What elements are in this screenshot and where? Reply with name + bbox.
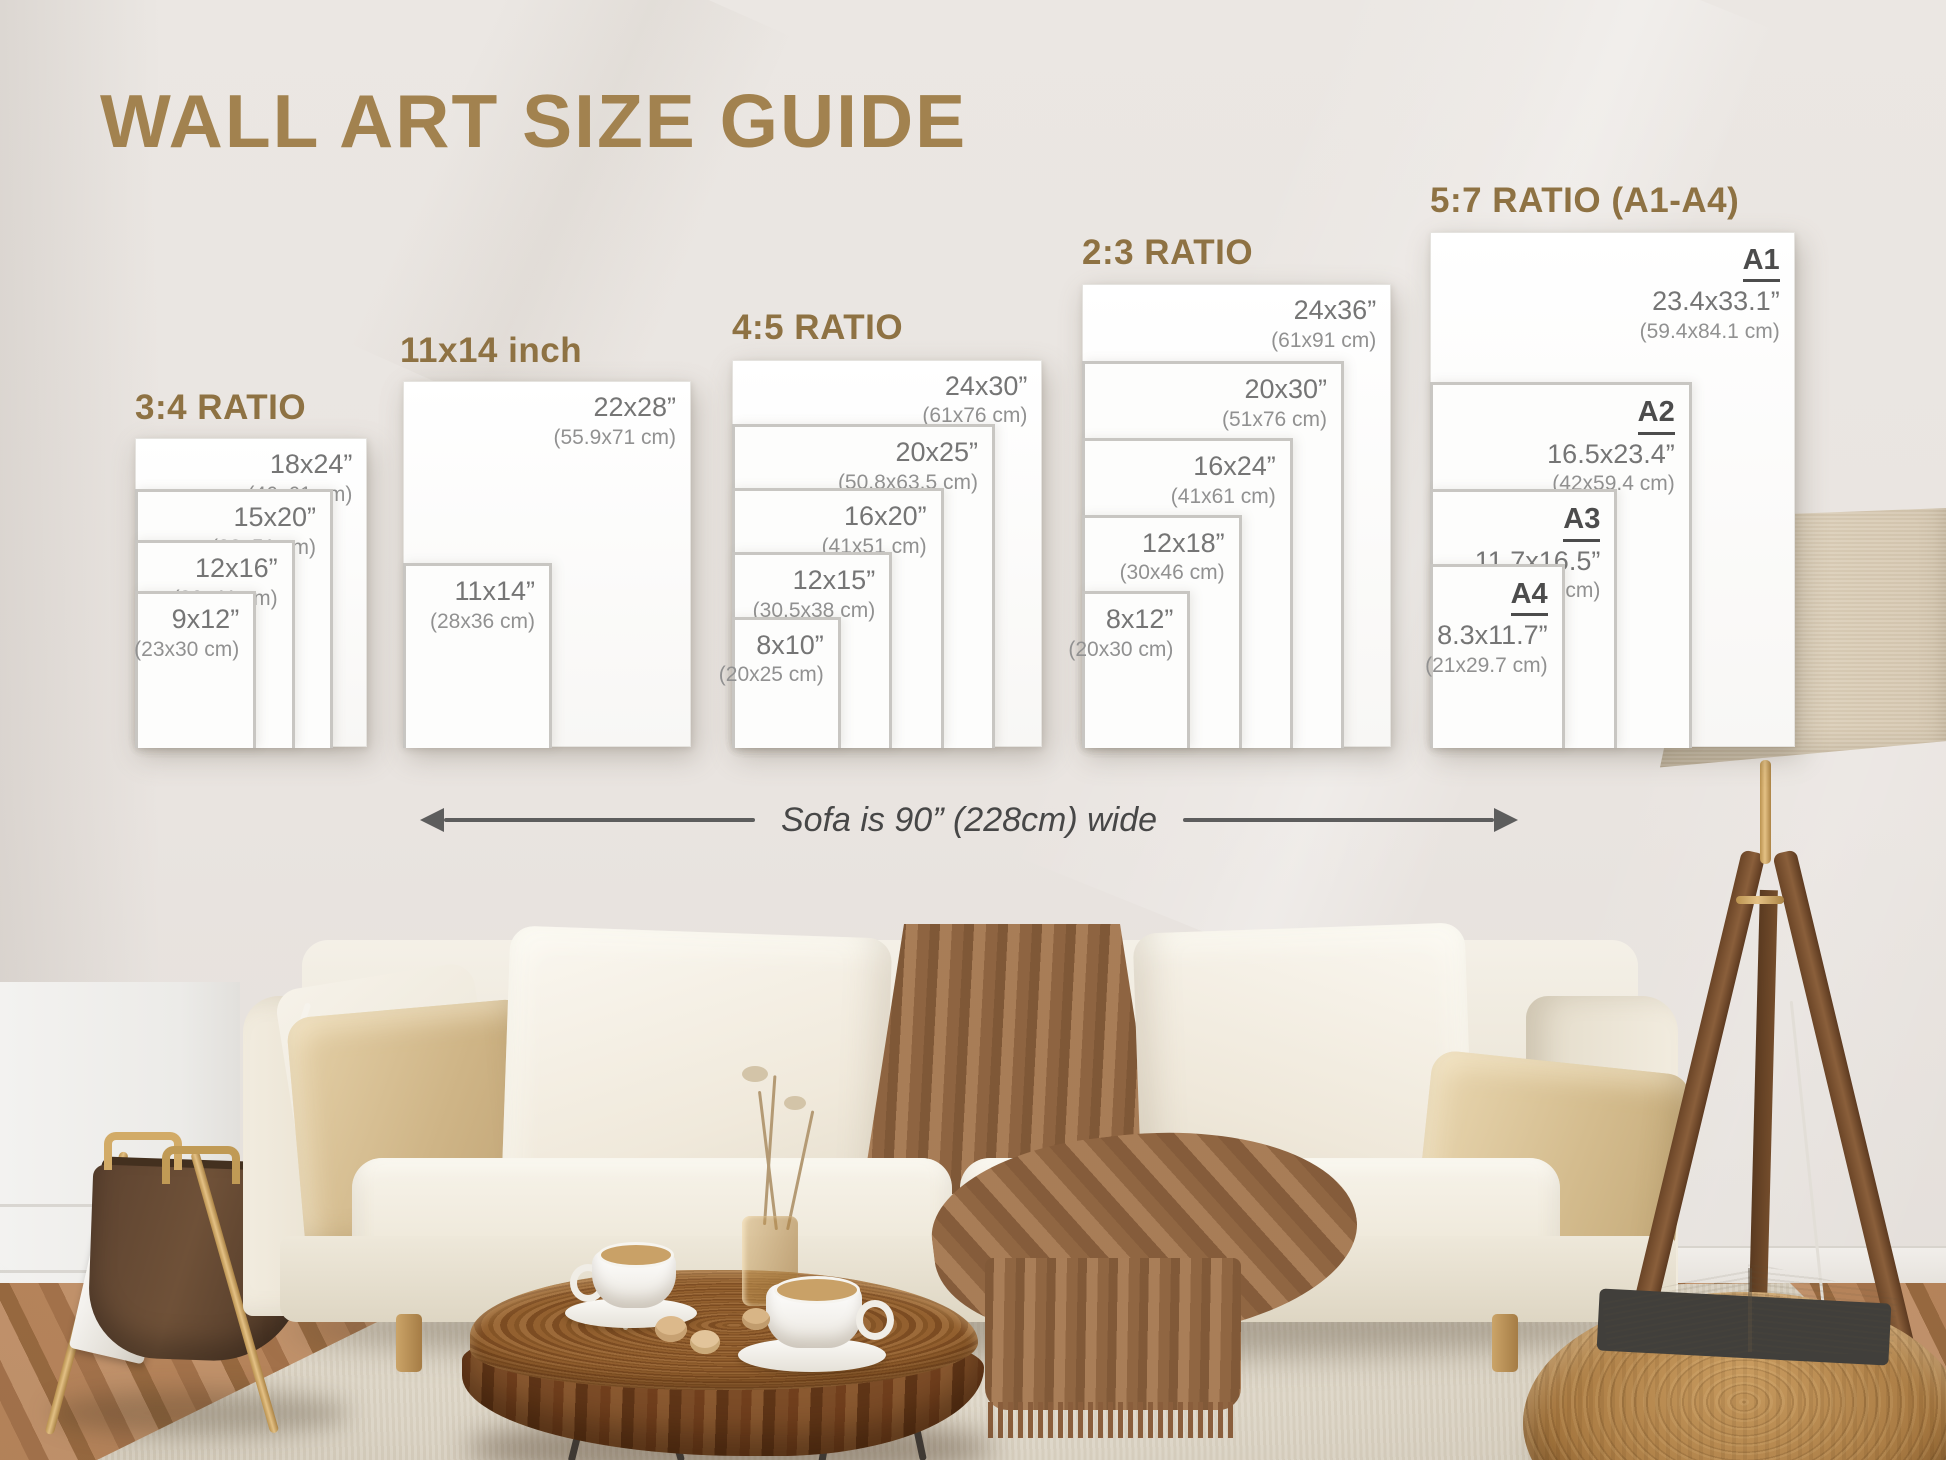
size-inches: 24x36” <box>1293 295 1377 326</box>
poster-11x14: 11x14” (28x36 cm) <box>403 563 552 748</box>
poster-size-label: 20x25” (50.8x63.5 cm) <box>838 436 978 496</box>
poster-size-label: 11x14” (28x36 cm) <box>430 575 535 635</box>
size-inches: 8.3x11.7” <box>1437 619 1548 650</box>
size-inches: 24x30” <box>944 370 1028 401</box>
size-cm: (55.9x71 cm) <box>553 425 676 449</box>
group-heading-4-5: 4:5 RATIO <box>732 308 904 347</box>
sofa-width-label: Sofa is 90” (228cm) wide <box>780 800 1158 839</box>
group-heading-2-3: 2:3 RATIO <box>1082 233 1254 272</box>
size-cm: (20x25 cm) <box>718 663 824 687</box>
size-inches: 20x25” <box>895 436 978 467</box>
poster-size-label: A2 16.5x23.4” (42x59.4 cm) <box>1547 394 1675 497</box>
arrow-left-icon <box>420 808 444 832</box>
throw-blanket-back <box>862 924 1162 1194</box>
dried-flower <box>784 1096 806 1110</box>
group-heading-3-4: 3:4 RATIO <box>135 388 307 427</box>
throw-blanket-fringe <box>988 1402 1238 1438</box>
sofa-leg <box>396 1314 422 1372</box>
size-inches: 16x24” <box>1193 450 1276 481</box>
magazine-rack-shadow <box>50 1390 350 1436</box>
paper-series-label: A2 <box>1637 394 1675 435</box>
lamp-bracket <box>1736 896 1784 904</box>
size-inches: 22x28” <box>593 392 676 422</box>
poster-size-label: 9x12” (23x30 cm) <box>134 603 239 663</box>
size-cm: (61x91 cm) <box>1271 328 1377 352</box>
size-cm: (51x76 cm) <box>1221 407 1327 431</box>
sofa-leg <box>1492 1314 1518 1372</box>
paper-series-label: A3 <box>1563 501 1601 542</box>
poster-8x12: 8x12” (20x30 cm) <box>1068 591 1191 748</box>
poster-size-label: A1 23.4x33.1” (59.4x84.1 cm) <box>1640 242 1780 345</box>
size-inches: 20x30” <box>1244 374 1327 404</box>
size-inches: 16x20” <box>844 501 927 531</box>
paper-series-label: A4 <box>1510 576 1548 616</box>
size-cm: (20x30 cm) <box>1068 638 1174 662</box>
sofa-width-annotation: Sofa is 90” (228cm) wide <box>420 794 1519 846</box>
size-inches: 12x18” <box>1142 527 1225 558</box>
paper-series-label: A1 <box>1742 242 1780 283</box>
size-cm: (50.8x63.5 cm) <box>837 470 978 494</box>
size-inches: 8x12” <box>1105 604 1174 635</box>
size-inches: 12x16” <box>195 553 278 584</box>
poster-size-label: 20x30” (51x76 cm) <box>1222 373 1327 433</box>
poster-9x12: 9x12” (23x30 cm) <box>134 591 257 748</box>
poster-size-label: 22x28” (55.9x71 cm) <box>553 391 676 451</box>
dried-flower <box>742 1066 768 1082</box>
cup-handle <box>856 1300 894 1340</box>
size-cm: (28x36 cm) <box>429 609 535 633</box>
size-cm: (23x30 cm) <box>134 638 240 662</box>
size-cm: (59.4x84.1 cm) <box>1639 319 1780 343</box>
size-cm: (30x46 cm) <box>1119 561 1225 585</box>
poster-size-label: 24x30” (61x76 cm) <box>922 370 1027 430</box>
size-cm: (41x51 cm) <box>821 534 927 558</box>
size-cm: (30.5x38 cm) <box>752 599 876 622</box>
size-inches: 18x24” <box>269 448 353 479</box>
poster-size-label: 16x20” (41x51 cm) <box>822 500 927 560</box>
arrow-line-left <box>444 818 755 822</box>
macaron <box>690 1330 720 1354</box>
arrow-right-icon <box>1494 808 1519 832</box>
size-inches: 8x10” <box>756 629 824 660</box>
size-cm: (61x76 cm) <box>922 404 1028 428</box>
poster-8x10: 8x10” (20x25 cm) <box>719 616 841 748</box>
size-inches: 12x15” <box>792 565 876 596</box>
arrow-line-right <box>1183 818 1495 822</box>
poster-8.3x11.7: A4 8.3x11.7” (21x29.7 cm) <box>1425 563 1565 748</box>
size-cm: (41x61 cm) <box>1170 484 1276 508</box>
poster-size-label: 12x18” (30x46 cm) <box>1120 527 1225 587</box>
page-title: WALL ART SIZE GUIDE <box>100 79 968 163</box>
poster-size-label: 8x12” (20x30 cm) <box>1068 603 1173 663</box>
latte-surface <box>598 1242 674 1268</box>
size-cm: (21x29.7 cm) <box>1425 653 1548 677</box>
latte-surface <box>774 1276 860 1304</box>
table-top <box>470 1270 978 1390</box>
macaron <box>655 1316 687 1342</box>
poster-size-label: 24x36” (61x91 cm) <box>1271 294 1376 354</box>
size-inches: 15x20” <box>233 502 316 532</box>
poster-size-label: 16x24” (41x61 cm) <box>1171 450 1276 510</box>
poster-size-label: A4 8.3x11.7” (21x29.7 cm) <box>1425 576 1548 679</box>
group-heading-11x14: 11x14 inch <box>400 331 583 370</box>
size-inches: 23.4x33.1” <box>1652 286 1780 317</box>
magazine-rack-handle <box>162 1146 240 1184</box>
size-inches: 16.5x23.4” <box>1547 438 1675 469</box>
poster-size-label: 8x10” (20x25 cm) <box>719 629 824 689</box>
throw-blanket-front <box>985 1258 1241 1410</box>
poster-size-label: 12x15” (30.5x38 cm) <box>753 564 876 624</box>
group-heading-5-7: 5:7 RATIO (A1-A4) <box>1430 181 1740 220</box>
lamp-stem <box>1760 760 1771 864</box>
book-spine <box>1748 1268 1752 1352</box>
macaron <box>742 1308 770 1330</box>
size-inches: 9x12” <box>171 604 240 635</box>
size-inches: 11x14” <box>454 576 535 606</box>
